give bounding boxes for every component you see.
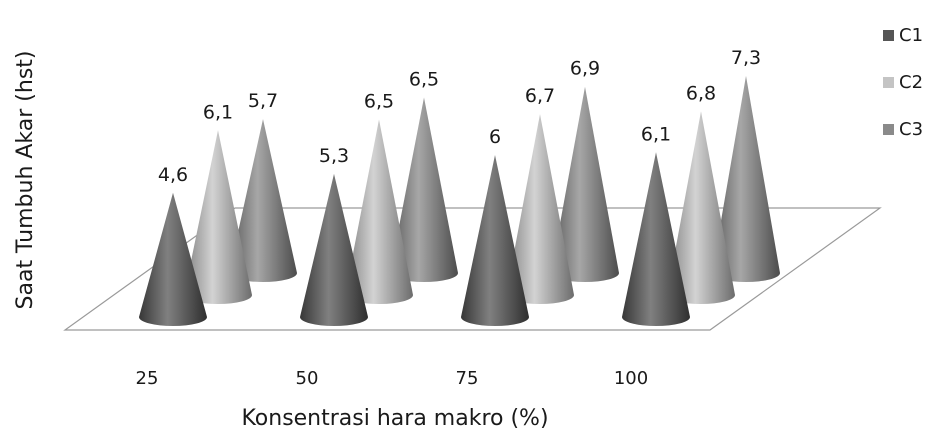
cone-c2-75 — [506, 114, 574, 304]
legend-label-c2: C2 — [899, 72, 923, 93]
cone-c2-50 — [345, 119, 413, 304]
legend-label-c3: C3 — [899, 119, 923, 140]
x-tick-75: 75 — [456, 368, 479, 389]
data-label-c2-50: 6,5 — [364, 91, 394, 113]
x-tick-25: 25 — [136, 368, 159, 389]
data-labels-group: 5,7 6,5 6,9 7,3 6,1 6,5 6,7 6,8 4,6 5,3 6 6,1 — [158, 47, 761, 186]
data-label-c1-100: 6,1 — [641, 123, 671, 145]
x-tick-100: 100 — [614, 368, 648, 389]
cone-c3-100 — [712, 75, 780, 283]
cone-c3-75 — [551, 86, 619, 282]
x-tick-labels: 25 50 75 100 — [136, 368, 649, 389]
data-label-c1-50: 5,3 — [319, 145, 349, 167]
data-label-c1-25: 4,6 — [158, 164, 188, 186]
data-label-c3-50: 6,5 — [409, 69, 439, 91]
legend: C1 C2 C3 — [883, 25, 923, 140]
x-axis-title: Konsentrasi hara makro (%) — [241, 406, 548, 431]
cone-c1-50 — [300, 173, 368, 326]
cone-c1-100 — [622, 152, 690, 326]
data-label-c1-75: 6 — [489, 126, 501, 148]
cone-c2-25 — [184, 130, 252, 304]
legend-swatch-c1 — [883, 30, 894, 41]
data-label-c3-75: 6,9 — [570, 58, 600, 80]
data-label-c2-100: 6,8 — [686, 82, 716, 104]
cone-c1-75 — [461, 155, 529, 326]
x-tick-50: 50 — [296, 368, 319, 389]
cone-series-group — [139, 75, 780, 326]
cone-c3-25 — [229, 119, 297, 282]
cone-c1-25 — [139, 192, 207, 326]
cone-c3-50 — [390, 97, 458, 282]
y-axis-title: Saat Tumbuh Akar (hst) — [13, 51, 38, 310]
cone-c2-100 — [667, 111, 735, 305]
legend-swatch-c3 — [883, 124, 894, 135]
data-label-c2-25: 6,1 — [203, 101, 233, 123]
legend-label-c1: C1 — [899, 25, 923, 46]
legend-swatch-c2 — [883, 77, 894, 88]
data-label-c2-75: 6,7 — [525, 85, 555, 107]
data-label-c3-25: 5,7 — [248, 90, 278, 112]
data-label-c3-100: 7,3 — [731, 47, 761, 69]
